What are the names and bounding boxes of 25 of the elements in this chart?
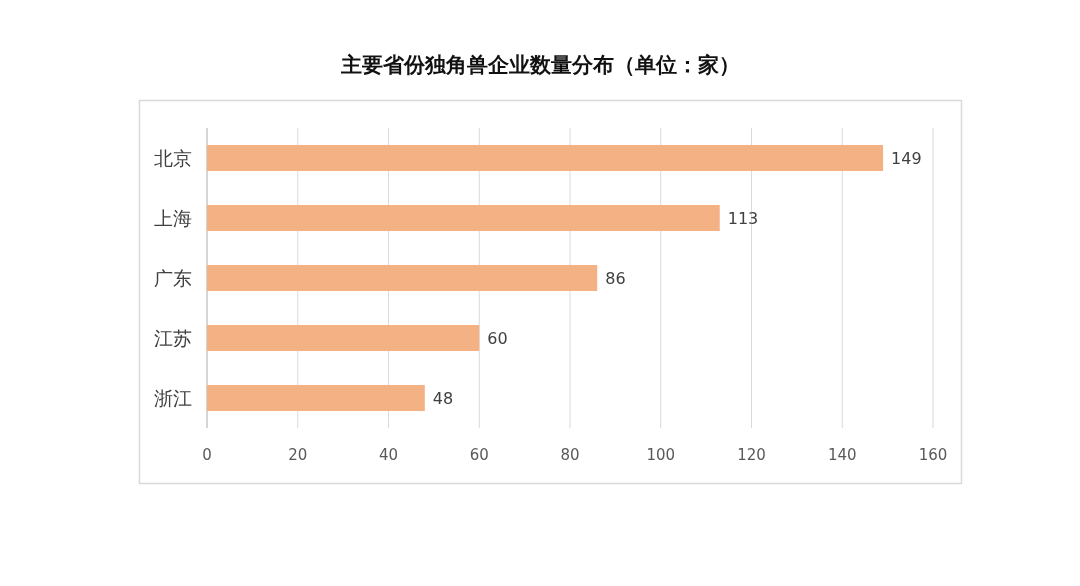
bar (207, 145, 884, 171)
chart-title: 主要省份独角兽企业数量分布（单位：家） (339, 52, 740, 77)
x-tick-label: 100 (646, 446, 676, 464)
y-tick-label: 北京 (154, 147, 192, 169)
bar (207, 205, 720, 231)
y-tick-label: 广东 (154, 267, 192, 289)
data-label: 113 (727, 209, 759, 228)
bar (207, 385, 425, 411)
data-label: 86 (605, 269, 626, 288)
data-label: 149 (891, 149, 922, 168)
x-tick-label: 0 (202, 446, 212, 464)
y-tick-label: 上海 (154, 207, 192, 229)
x-tick-label: 80 (560, 446, 580, 464)
data-label: 48 (432, 389, 454, 408)
bar (207, 325, 480, 351)
y-tick-label: 江苏 (154, 327, 192, 349)
x-tick-label: 20 (288, 446, 308, 464)
x-tick-label: 140 (827, 446, 857, 464)
x-tick-label: 120 (737, 446, 766, 464)
data-label: 60 (487, 329, 508, 348)
x-tick-label: 60 (469, 446, 489, 464)
y-tick-label: 浙江 (154, 387, 192, 409)
x-tick-label: 160 (918, 446, 948, 464)
bar (207, 265, 598, 291)
x-tick-label: 40 (378, 446, 399, 464)
